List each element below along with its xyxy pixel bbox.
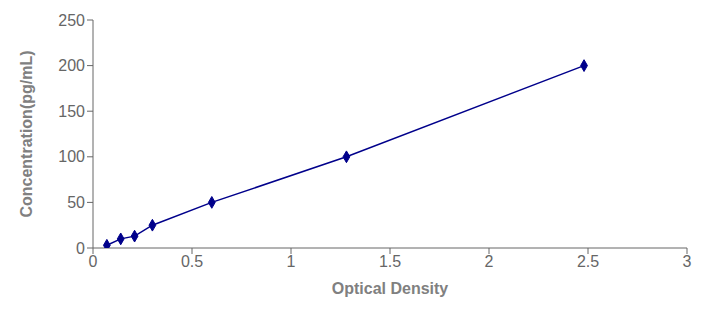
svg-text:Concentration(pg/mL): Concentration(pg/mL) [18, 50, 35, 217]
svg-text:50: 50 [67, 194, 85, 211]
svg-text:3: 3 [683, 253, 692, 270]
svg-text:2.5: 2.5 [577, 253, 599, 270]
svg-text:0: 0 [89, 253, 98, 270]
svg-text:100: 100 [58, 148, 85, 165]
svg-text:0.5: 0.5 [181, 253, 203, 270]
svg-text:200: 200 [58, 57, 85, 74]
svg-text:1: 1 [287, 253, 296, 270]
svg-text:Optical Density: Optical Density [332, 280, 449, 297]
svg-text:2: 2 [485, 253, 494, 270]
svg-text:250: 250 [58, 12, 85, 29]
svg-text:1.5: 1.5 [379, 253, 401, 270]
svg-text:150: 150 [58, 103, 85, 120]
svg-text:0: 0 [76, 240, 85, 257]
